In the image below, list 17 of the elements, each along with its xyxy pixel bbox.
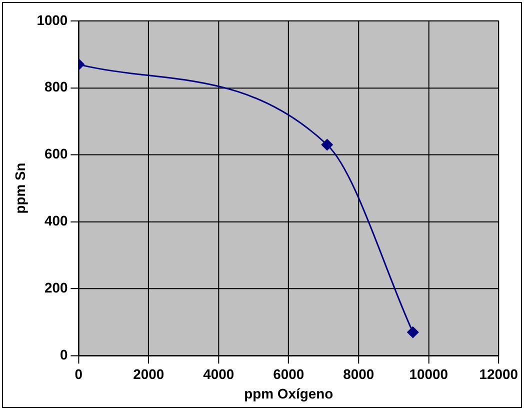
x-tick-label: 6000 bbox=[273, 366, 304, 382]
y-tick-label: 200 bbox=[44, 280, 68, 296]
y-tick-label: 600 bbox=[44, 146, 68, 162]
y-axis-title: ppm Sn bbox=[12, 162, 28, 214]
x-axis-title: ppm Oxígeno bbox=[244, 386, 334, 402]
y-tick-label: 800 bbox=[44, 78, 68, 95]
point bbox=[407, 326, 419, 338]
y-tick-label: 1000 bbox=[36, 12, 68, 28]
point bbox=[321, 139, 333, 150]
x-tick-label: 2000 bbox=[133, 366, 164, 382]
y-tick-label: 400 bbox=[44, 212, 68, 229]
x-tick-label: 12000 bbox=[479, 366, 518, 382]
x-tick-label: 10000 bbox=[409, 366, 448, 382]
x-tick-label: 8000 bbox=[343, 366, 374, 382]
y-tick-label: 0 bbox=[60, 346, 68, 362]
x-tick-label: 4000 bbox=[203, 366, 234, 382]
x-tick-label: 0 bbox=[74, 366, 83, 382]
